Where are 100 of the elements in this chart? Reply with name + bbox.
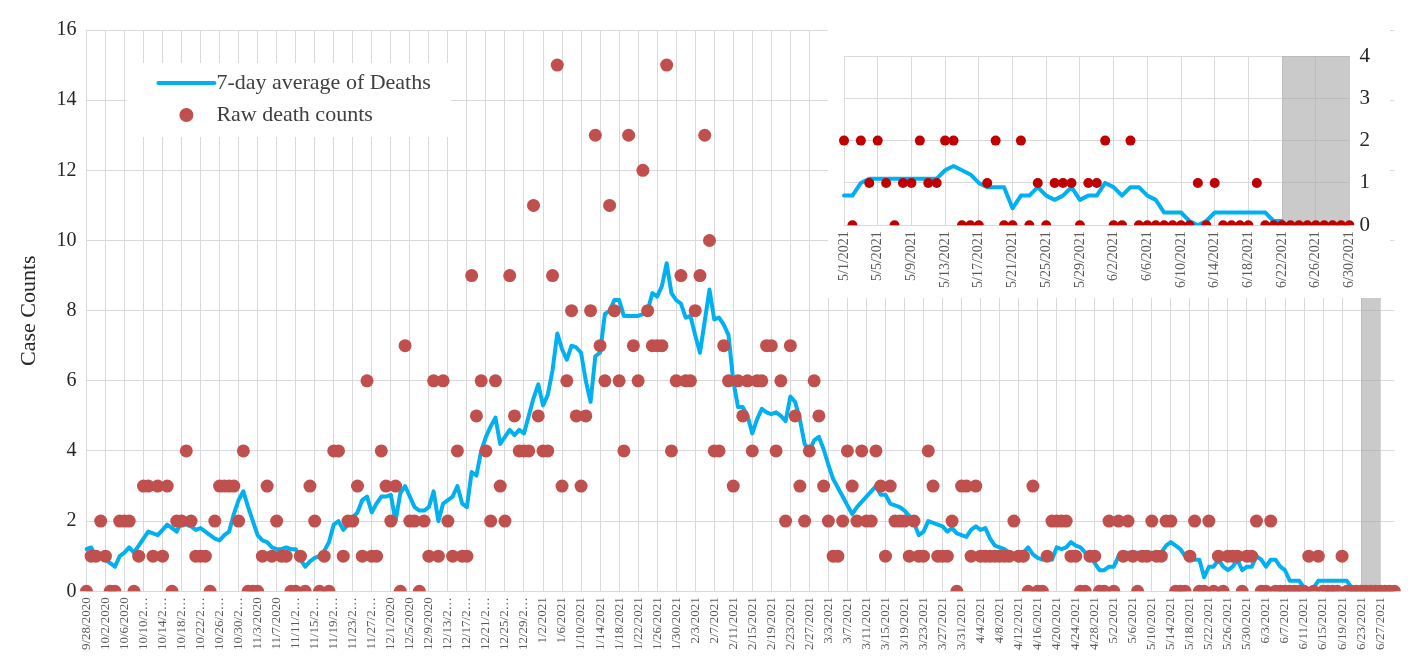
x-tick-label: 10/10/2…: [134, 597, 150, 651]
x-tick-label: 1/14/2021: [591, 597, 607, 651]
x-tick-label: 2/15/2021: [743, 597, 759, 651]
y-tick-label: 2: [66, 508, 77, 531]
x-tick-label: 11/3/2020: [249, 597, 265, 650]
y-tick-label: 10: [56, 227, 77, 250]
x-tick-label: 3/7/2021: [838, 597, 854, 644]
x-tick-label: 4/20/2021: [1048, 597, 1064, 651]
x-tick-label: 6/11/2021: [1295, 597, 1311, 650]
y-tick-label: 0: [66, 578, 77, 601]
y-tick-label: 2: [1359, 127, 1370, 152]
y-tick-label: 3: [1359, 84, 1370, 109]
x-tick-label: 5/22/2021: [1200, 597, 1216, 651]
y-tick-label: 8: [66, 297, 77, 320]
y-axis-title: Case Counts: [14, 255, 40, 366]
x-tick-label: 3/3/2021: [819, 597, 835, 644]
x-tick-label: 6/7/2021: [1276, 597, 1292, 644]
x-tick-label: 1/2/2021: [534, 597, 550, 644]
x-tick-label: 5/29/2021: [1071, 231, 1087, 288]
x-tick-label: 10/2/2020: [96, 597, 112, 651]
x-tick-label: 5/18/2021: [1181, 597, 1197, 651]
x-tick-label: 3/23/2021: [914, 597, 930, 651]
y-tick-label: 1: [1359, 169, 1370, 194]
x-tick-label: 6/14/2021: [1206, 231, 1222, 288]
x-tick-label: 1/18/2021: [610, 597, 626, 651]
x-tick-label: 3/27/2021: [933, 597, 949, 651]
x-tick-label: 5/26/2021: [1219, 597, 1235, 651]
x-tick-label: 10/22/2…: [191, 597, 207, 651]
x-tick-label: 10/26/2…: [211, 597, 226, 651]
x-tick-label: 12/21/2…: [477, 597, 493, 651]
x-tick-label: 3/19/2021: [895, 597, 911, 651]
x-tick-label: 4/16/2021: [1029, 597, 1045, 651]
x-tick-label: 12/9/2020: [420, 597, 436, 651]
x-tick-label: 5/9/2021: [903, 231, 919, 281]
x-tick-label: 10/6/2020: [115, 597, 131, 651]
x-tick-label: 12/25/2…: [496, 597, 512, 651]
x-tick-label: 5/14/2021: [1162, 597, 1178, 651]
x-tick-label: 5/25/2021: [1037, 231, 1053, 288]
legend-label: 7-day average of Deaths: [216, 68, 431, 94]
x-tick-label: 11/19/2…: [325, 597, 341, 650]
x-tick-label: 5/10/2021: [1143, 597, 1159, 651]
x-tick-label: 6/10/2021: [1172, 231, 1188, 288]
x-tick-label: 5/30/2021: [1238, 597, 1254, 651]
x-tick-label: 12/29/2…: [515, 597, 531, 651]
x-tick-label: 2/19/2021: [762, 597, 778, 651]
x-tick-label: 1/26/2021: [648, 597, 664, 651]
x-tick-label: 3/11/2021: [857, 597, 873, 650]
x-tick-label: 12/5/2020: [401, 597, 417, 651]
x-tick-label: 6/30/2021: [1341, 231, 1357, 288]
x-tick-label: 9/28/2020: [77, 597, 93, 651]
x-tick-label: 5/5/2021: [869, 231, 885, 281]
y-tick-label: 14: [56, 87, 77, 110]
x-tick-label: 12/1/2020: [382, 597, 398, 651]
x-tick-label: 2/11/2021: [724, 597, 740, 650]
x-tick-label: 5/2/2021: [1105, 597, 1121, 644]
x-tick-label: 11/27/2…: [363, 597, 379, 650]
x-tick-label: 6/15/2021: [1314, 597, 1330, 651]
x-tick-label: 6/23/2021: [1352, 597, 1368, 651]
x-tick-label: 6/6/2021: [1138, 231, 1154, 281]
x-tick-label: 4/8/2021: [991, 597, 1007, 644]
x-tick-label: 5/21/2021: [1004, 231, 1020, 288]
x-tick-label: 1/30/2021: [667, 597, 683, 651]
x-tick-label: 2/23/2021: [781, 597, 797, 651]
x-tick-label: 1/6/2021: [553, 597, 569, 644]
x-tick-label: 6/18/2021: [1240, 231, 1256, 288]
y-tick-label: 6: [66, 368, 77, 391]
x-tick-label: 6/26/2021: [1307, 231, 1323, 288]
x-tick-label: 10/30/2…: [230, 597, 246, 651]
y-tick-label: 12: [56, 157, 77, 180]
x-tick-label: 12/13/2…: [439, 597, 455, 651]
x-tick-label: 1/10/2021: [572, 597, 588, 651]
y-tick-label: 4: [1359, 42, 1371, 67]
x-tick-label: 6/22/2021: [1273, 231, 1289, 288]
x-tick-label: 11/7/2020: [268, 597, 284, 650]
x-tick-label: 10/14/2…: [153, 597, 169, 651]
x-tick-label: 6/3/2021: [1257, 597, 1273, 644]
y-tick-label: 0: [1359, 211, 1370, 236]
x-tick-label: 4/28/2021: [1086, 597, 1102, 651]
x-tick-label: 5/6/2021: [1124, 597, 1140, 644]
x-tick-label: 4/4/2021: [972, 597, 988, 644]
x-tick-label: 6/19/2021: [1333, 597, 1349, 651]
x-tick-label: 11/23/2…: [344, 597, 360, 650]
y-tick-label: 16: [56, 17, 77, 40]
y-tick-label: 4: [66, 438, 77, 461]
x-tick-label: 2/27/2021: [800, 597, 816, 651]
x-tick-label: 1/22/2021: [629, 597, 645, 651]
x-tick-label: 5/17/2021: [970, 231, 986, 288]
x-tick-label: 12/17/2…: [458, 597, 474, 651]
x-tick-label: 6/2/2021: [1105, 231, 1121, 281]
x-tick-label: 10/18/2…: [172, 597, 188, 651]
x-tick-label: 2/7/2021: [705, 597, 721, 644]
x-tick-label: 11/11/2…: [287, 597, 303, 650]
x-tick-label: 5/13/2021: [936, 231, 952, 288]
x-tick-label: 3/31/2021: [952, 597, 968, 651]
x-tick-label: 4/12/2021: [1010, 597, 1026, 651]
x-tick-label: 6/27/2021: [1371, 597, 1387, 651]
x-tick-label: 3/15/2021: [876, 597, 892, 651]
x-tick-label: 11/15/2…: [306, 597, 322, 650]
x-tick-label: 4/24/2021: [1067, 597, 1083, 651]
x-tick-label: 5/1/2021: [835, 231, 851, 281]
